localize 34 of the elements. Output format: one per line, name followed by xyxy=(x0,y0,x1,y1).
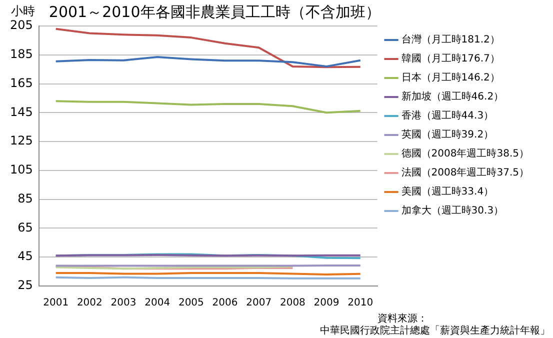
y-tick-label: 105 xyxy=(10,162,33,177)
text: 中華民國行政院主計總處「薪資與生產力統計年報」 xyxy=(320,324,550,337)
y-tick-label: 125 xyxy=(10,134,33,148)
legend-label: 英國（週工時39.2） xyxy=(401,128,494,141)
y-tick-label: 25 xyxy=(18,278,33,292)
legend-label: 台灣（月工時181.2） xyxy=(401,34,500,46)
legend-label: 新加坡（週工時46.2） xyxy=(401,90,504,103)
legend-label: 香港（週工時44.3） xyxy=(401,110,494,122)
legend-label: 德國（2008年週工時38.5） xyxy=(401,148,530,160)
x-tick-label: 2005 xyxy=(178,298,204,309)
chart-title: 2001～2010年各國非農業員工工時（不含加班） xyxy=(48,2,380,21)
legend-label: 法國（2008年週工時37.5） xyxy=(401,166,530,179)
y-tick-label: 45 xyxy=(18,249,33,264)
y-axis-title: 小時 xyxy=(10,4,35,18)
x-tick-label: 2009 xyxy=(314,298,340,309)
y-tick-label: 65 xyxy=(18,220,33,234)
y-tick-label: 85 xyxy=(18,191,33,206)
x-tick-label: 2004 xyxy=(144,298,170,309)
legend-label: 美國（週工時33.4） xyxy=(401,186,494,198)
y-tick-label: 185 xyxy=(10,47,33,62)
x-tick-label: 2010 xyxy=(348,298,374,309)
x-tick-label: 2006 xyxy=(212,298,238,309)
x-tick-label: 2008 xyxy=(280,298,306,309)
x-tick-label: 2003 xyxy=(110,298,136,309)
source-note: 資料來源： xyxy=(377,312,428,325)
x-tick-label: 2002 xyxy=(76,298,102,309)
legend-label: 日本（月工時146.2） xyxy=(401,72,500,84)
legend-label: 加拿大（週工時30.3） xyxy=(401,204,504,217)
x-tick-label: 2007 xyxy=(246,298,272,309)
y-tick-label: 205 xyxy=(10,18,33,32)
legend-label: 韓國（月工時176.7） xyxy=(401,52,500,65)
y-tick-label: 165 xyxy=(10,76,33,90)
x-tick-label: 2001 xyxy=(43,298,69,309)
y-tick-label: 145 xyxy=(10,104,33,119)
